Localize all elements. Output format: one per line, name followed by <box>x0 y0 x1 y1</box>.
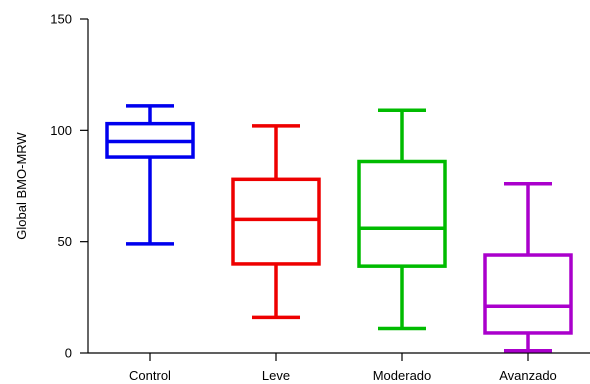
box-control <box>105 104 195 246</box>
x-tick-label: Control <box>129 368 171 383</box>
y-axis: 0 50 100 150 <box>50 12 89 361</box>
x-tick-label: Leve <box>262 368 290 383</box>
iqr-box <box>483 253 573 335</box>
x-tick-label: Moderado <box>373 368 432 383</box>
iqr-box <box>357 159 447 268</box>
y-tick-label: 50 <box>58 234 72 249</box>
box-moderado <box>357 108 447 331</box>
box-leve <box>231 124 321 320</box>
box-avanzado <box>483 182 573 353</box>
iqr-box <box>231 177 321 266</box>
y-tick-label: 100 <box>50 123 72 138</box>
y-ticks: 0 50 100 150 <box>50 12 88 361</box>
y-tick-label: 150 <box>50 12 72 27</box>
boxes <box>105 104 573 353</box>
y-tick-label: 0 <box>65 346 72 361</box>
x-axis: Control Leve Moderado Avanzado <box>88 352 590 383</box>
x-tick-label: Avanzado <box>499 368 557 383</box>
x-ticks: Control Leve Moderado Avanzado <box>129 353 557 383</box>
y-axis-label: Global BMO-MRW <box>14 132 29 240</box>
